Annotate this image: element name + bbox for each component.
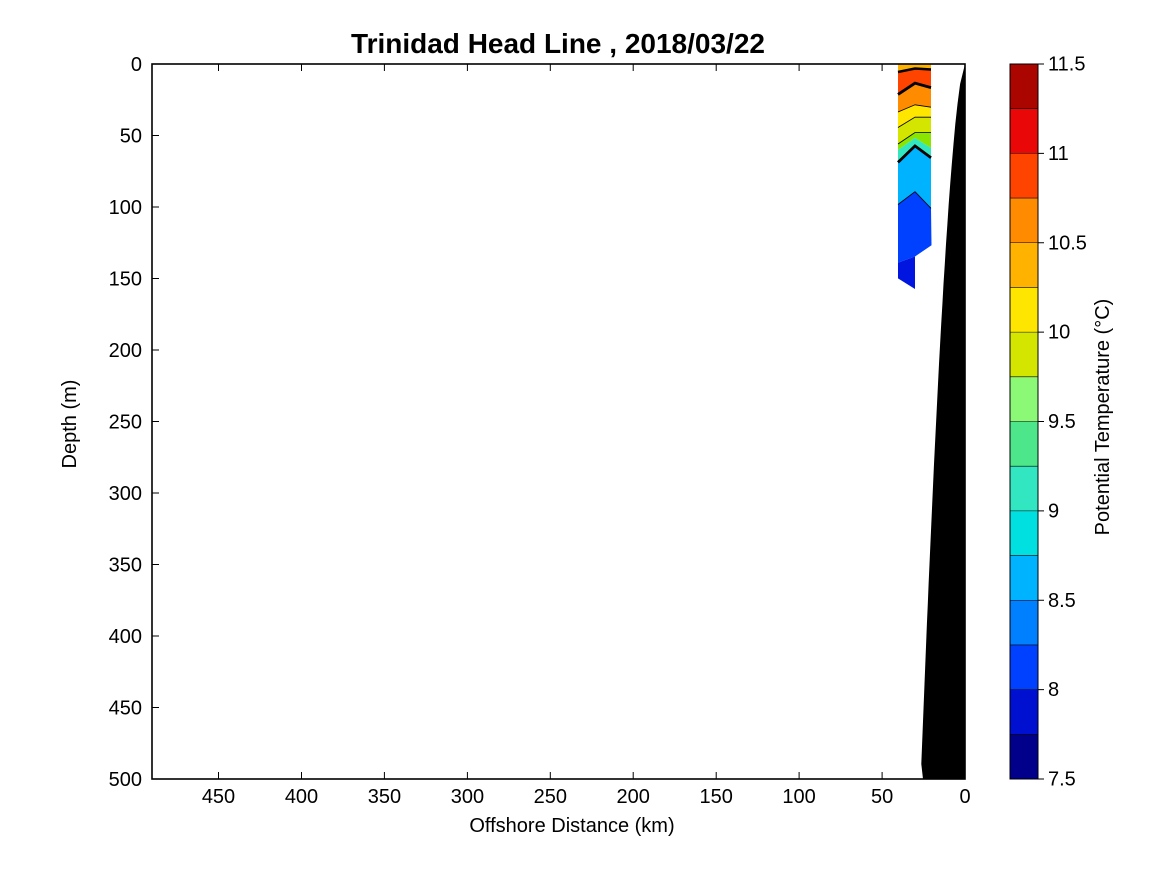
svg-text:0: 0 [959,786,970,808]
svg-text:200: 200 [617,786,650,808]
svg-text:400: 400 [109,626,142,648]
svg-text:11: 11 [1048,143,1069,165]
svg-text:100: 100 [109,197,142,219]
svg-text:400: 400 [285,786,318,808]
svg-text:350: 350 [109,555,142,577]
svg-text:300: 300 [451,786,484,808]
svg-text:250: 250 [534,786,567,808]
svg-text:500: 500 [109,769,142,791]
svg-text:Trinidad Head Line , 2018/03/2: Trinidad Head Line , 2018/03/22 [351,28,765,59]
svg-text:9.5: 9.5 [1048,411,1076,433]
svg-text:10.5: 10.5 [1048,232,1087,254]
svg-text:8: 8 [1048,679,1059,701]
svg-text:Offshore Distance (km): Offshore Distance (km) [469,815,674,837]
svg-text:250: 250 [109,412,142,434]
svg-text:0: 0 [131,54,142,76]
svg-text:50: 50 [120,126,142,148]
svg-text:11.5: 11.5 [1048,54,1085,76]
svg-text:150: 150 [109,269,142,291]
svg-text:9: 9 [1048,500,1059,522]
svg-text:200: 200 [109,340,142,362]
svg-text:350: 350 [368,786,401,808]
svg-text:100: 100 [782,786,815,808]
svg-text:Potential Temperature (°C): Potential Temperature (°C) [1092,299,1114,536]
svg-text:7.5: 7.5 [1048,769,1076,791]
svg-text:150: 150 [700,786,733,808]
svg-text:300: 300 [109,483,142,505]
svg-text:Depth (m): Depth (m) [59,380,81,469]
svg-text:450: 450 [109,698,142,720]
svg-text:8.5: 8.5 [1048,590,1076,612]
svg-text:10: 10 [1048,322,1070,344]
svg-text:50: 50 [871,786,893,808]
svg-text:450: 450 [202,786,235,808]
